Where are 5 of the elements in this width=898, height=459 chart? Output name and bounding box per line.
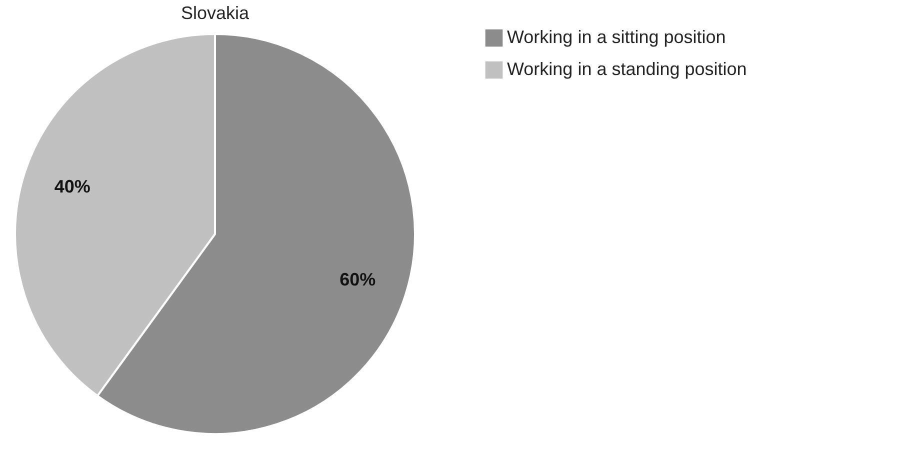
chart-title: Slovakia — [180, 3, 250, 23]
data-label: 60% — [340, 269, 376, 290]
legend-label: Working in a sitting position — [507, 27, 726, 47]
legend-label: Working in a standing position — [507, 59, 747, 79]
data-label: 40% — [54, 176, 90, 197]
